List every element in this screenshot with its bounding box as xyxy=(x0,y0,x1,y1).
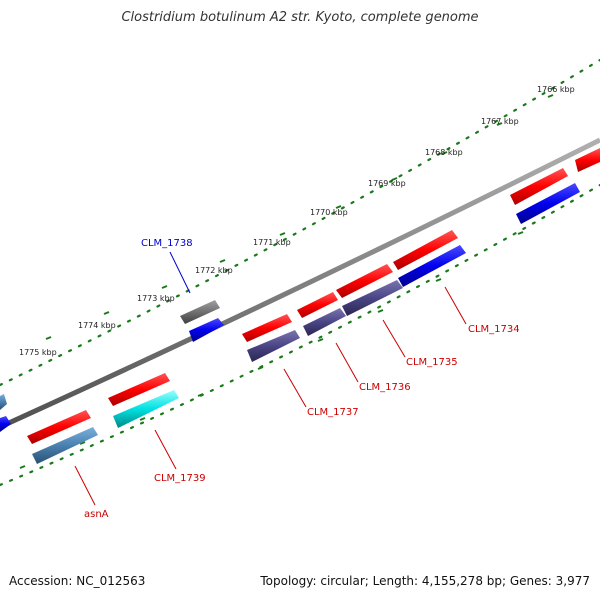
scale-label: 1771 kbp xyxy=(253,238,291,247)
gene-label-clm-1734: CLM_1734 xyxy=(468,324,520,335)
genome-backbone xyxy=(0,137,600,430)
gene-label-clm-1738: CLM_1738 xyxy=(141,238,193,249)
reverse-strand-genes xyxy=(0,183,580,464)
outer-major-ticks xyxy=(45,94,554,340)
gene-label-clm-1737: CLM_1737 xyxy=(307,407,359,418)
gene-arrow xyxy=(189,318,224,342)
scale-label: 1768 kbp xyxy=(425,148,463,157)
gene-arrow xyxy=(510,168,568,205)
gene-arrow xyxy=(27,410,91,444)
genome-stats-text: Topology: circular; Length: 4,155,278 bp… xyxy=(260,574,590,588)
inner-major-ticks xyxy=(19,231,524,469)
gene-arrow xyxy=(32,427,98,464)
gene-label-clm-1735: CLM_1735 xyxy=(406,357,458,368)
genome-title: Clostridium botulinum A2 str. Kyoto, com… xyxy=(121,10,479,25)
gene-label-clm-1739: CLM_1739 xyxy=(154,473,206,484)
scale-label: 1772 kbp xyxy=(195,266,233,275)
scale-labels: 1766 kbp 1767 kbp 1768 kbp 1769 kbp 1770… xyxy=(19,85,575,357)
gene-label-asna: asnA xyxy=(84,509,109,520)
gene-labels: CLM_1738 CLM_1734 CLM_1735 CLM_1736 CLM_… xyxy=(84,238,520,520)
gene-arrow xyxy=(516,183,580,224)
gene-arrow xyxy=(0,394,7,410)
forward-strand-genes xyxy=(27,148,600,444)
scale-label: 1767 kbp xyxy=(481,117,519,126)
gene-arrow xyxy=(297,292,338,318)
scale-label: 1770 kbp xyxy=(310,208,348,217)
outer-tick-ring xyxy=(0,58,600,387)
gene-arrow xyxy=(108,373,170,406)
scale-label: 1774 kbp xyxy=(78,321,116,330)
gene-label-leaders xyxy=(74,251,467,506)
gene-arrow xyxy=(575,148,600,172)
gene-arrow xyxy=(342,280,403,316)
gene-arrow xyxy=(242,314,292,342)
scale-label: 1775 kbp xyxy=(19,348,57,357)
inner-tick-ring xyxy=(0,183,600,487)
gene-arrow xyxy=(398,245,466,287)
scale-label: 1766 kbp xyxy=(537,85,575,94)
accession-text: Accession: NC_012563 xyxy=(9,574,146,588)
gene-label-clm-1736: CLM_1736 xyxy=(359,382,411,393)
gene-arrow xyxy=(303,308,346,336)
gene-arrow xyxy=(336,264,393,298)
scale-label: 1769 kbp xyxy=(368,179,406,188)
gene-arrow xyxy=(0,416,11,432)
gene-arrow xyxy=(393,230,458,270)
gene-arrow xyxy=(180,300,220,324)
scale-label: 1773 kbp xyxy=(137,294,175,303)
gene-arrow xyxy=(113,390,179,428)
gene-arrow xyxy=(247,330,300,362)
